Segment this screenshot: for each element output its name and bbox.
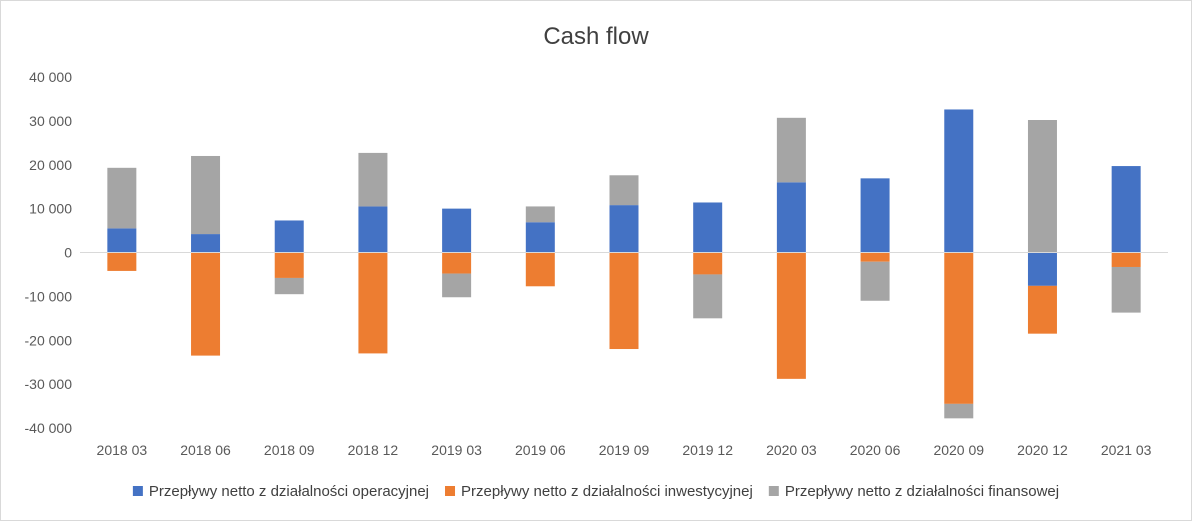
- y-tick-label: -10 000: [25, 288, 73, 304]
- x-tick-label: 2019 09: [599, 442, 650, 458]
- bar-series-1: [525, 222, 555, 253]
- y-tick-label: -30 000: [25, 376, 73, 392]
- bar-series-2: [693, 252, 723, 275]
- y-tick-label: -40 000: [25, 420, 73, 436]
- legend-item: Przepływy netto z działalności operacyjn…: [132, 483, 429, 500]
- bar-series-3: [525, 206, 555, 223]
- bar-series-1: [609, 205, 639, 253]
- x-tick-label: 2018 06: [180, 442, 231, 458]
- bar-series-1: [944, 109, 974, 253]
- y-tick-label: 20 000: [29, 157, 72, 173]
- bar-series-2: [191, 252, 221, 356]
- bar-series-2: [609, 252, 639, 350]
- chart-title: Cash flow: [543, 23, 649, 50]
- bar-series-3: [944, 403, 974, 419]
- x-tick-label: 2019 06: [515, 442, 566, 458]
- bar-series-1: [776, 182, 806, 253]
- y-tick-label: 0: [64, 245, 72, 261]
- bar-series-3: [274, 277, 304, 295]
- bar-series-2: [442, 252, 472, 274]
- legend-swatch: [132, 486, 143, 496]
- y-axis: 40 000 30 000 20 000 10 000 0 -10 000 -20 000 -…: [25, 69, 73, 436]
- y-tick-label: 10 000: [29, 201, 72, 217]
- bar-series-3: [693, 274, 723, 319]
- y-tick-label: 40 000: [29, 69, 72, 85]
- bar-series-3: [1027, 119, 1057, 253]
- bar-series-2: [776, 252, 806, 379]
- x-tick-label: 2020 06: [850, 442, 901, 458]
- legend-item: Przepływy netto z działalności finansowe…: [768, 483, 1059, 500]
- legend-swatch: [445, 486, 456, 496]
- bar-series-3: [609, 175, 639, 206]
- bars: [107, 109, 1141, 419]
- x-tick-label: 2019 12: [682, 442, 733, 458]
- x-tick-label: 2018 09: [264, 442, 315, 458]
- bar-series-2: [107, 252, 137, 271]
- bar-series-2: [1027, 285, 1057, 334]
- x-axis: 2018 03 2018 06 2018 09 2018 12 2019 03 2019 …: [80, 252, 1168, 458]
- x-tick-label: 2021 03: [1101, 442, 1152, 458]
- bar-series-2: [1111, 252, 1141, 267]
- x-tick-label: 2020 12: [1017, 442, 1068, 458]
- legend-item: Przepływy netto z działalności inwestycy…: [445, 483, 753, 500]
- x-tick-label: 2020 03: [766, 442, 817, 458]
- y-tick-label: 30 000: [29, 113, 72, 129]
- bar-series-3: [860, 261, 890, 301]
- bar-series-2: [944, 252, 974, 404]
- bar-series-1: [1111, 166, 1141, 253]
- bar-series-1: [191, 234, 221, 253]
- legend-label: Przepływy netto z działalności operacyjn…: [149, 483, 429, 500]
- bar-series-3: [107, 167, 137, 229]
- bar-series-1: [860, 178, 890, 253]
- bar-series-1: [1027, 252, 1057, 286]
- bar-series-3: [358, 152, 388, 207]
- legend: Przepływy netto z działalności operacyjn…: [132, 483, 1059, 500]
- legend-label: Przepływy netto z działalności finansowe…: [785, 483, 1059, 500]
- y-tick-label: -20 000: [25, 332, 73, 348]
- bar-series-1: [274, 220, 304, 253]
- bar-series-2: [274, 252, 304, 278]
- bar-series-1: [442, 208, 472, 253]
- x-tick-label: 2018 12: [348, 442, 399, 458]
- bar-series-1: [693, 202, 723, 253]
- x-tick-label: 2019 03: [431, 442, 482, 458]
- legend-swatch: [768, 486, 779, 496]
- bar-series-2: [860, 252, 890, 262]
- bar-series-3: [776, 117, 806, 183]
- bar-series-3: [1111, 266, 1141, 313]
- bar-series-3: [191, 155, 221, 235]
- bar-series-1: [358, 206, 388, 253]
- bar-series-1: [107, 228, 137, 253]
- bar-series-2: [358, 252, 388, 354]
- bar-series-3: [442, 273, 472, 298]
- bar-series-2: [525, 252, 555, 287]
- legend-label: Przepływy netto z działalności inwestycy…: [461, 483, 753, 500]
- x-tick-label: 2018 03: [97, 442, 148, 458]
- x-tick-label: 2020 09: [933, 442, 984, 458]
